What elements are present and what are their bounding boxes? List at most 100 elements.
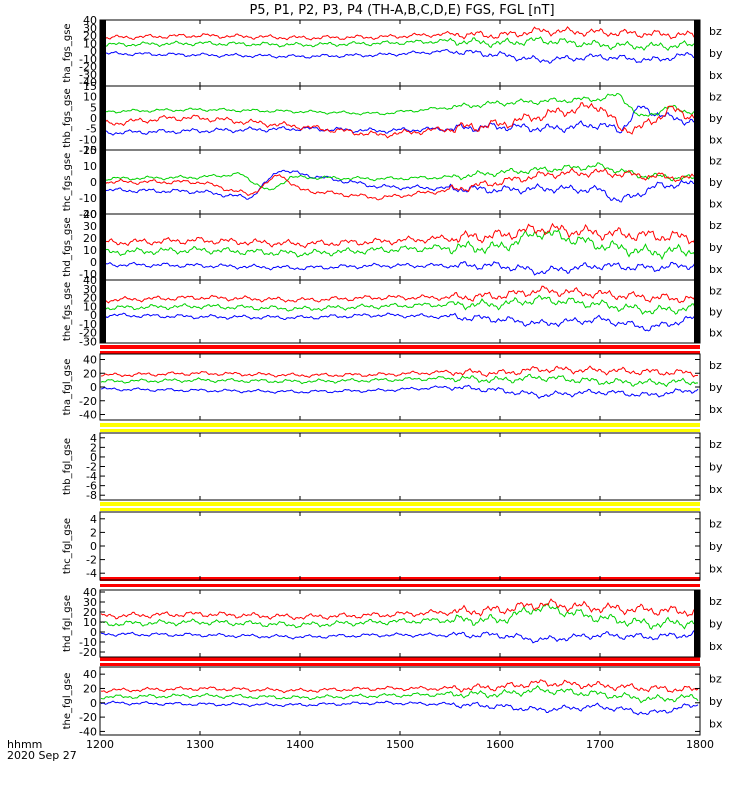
legend-bz: bz <box>709 91 722 104</box>
y-tick-label: 0 <box>90 381 97 394</box>
series-bz-line <box>100 26 699 41</box>
panel-frame <box>99 666 701 736</box>
y-tick-label: -10 <box>79 318 97 331</box>
panel-frame <box>99 19 701 87</box>
legend-by: by <box>709 618 723 631</box>
y-tick-label: 10 <box>83 91 97 104</box>
y-tick-label: 40 <box>83 354 97 367</box>
status-bar-yellow <box>100 429 700 432</box>
plot-title: P5, P1, P2, P3, P4 (TH-A,B,C,D,E) FGS, F… <box>249 3 554 18</box>
legend-bz: bz <box>709 285 722 298</box>
panel-frame <box>99 432 701 501</box>
y-tick-label: 0 <box>90 540 97 553</box>
legend-by: by <box>709 540 723 553</box>
legend-by: by <box>709 176 723 189</box>
y-tick-label: -8 <box>86 489 97 502</box>
y-tick-label: 0 <box>90 451 97 464</box>
y-tick-label: 4 <box>90 513 97 526</box>
y-tick-label: -40 <box>79 725 97 738</box>
legend-bx: bx <box>709 563 723 576</box>
y-axis-label: thd_fgs_gse <box>62 217 73 276</box>
y-tick-label: 30 <box>83 22 97 35</box>
y-tick-label: -10 <box>79 268 97 281</box>
series-by-line <box>100 602 699 630</box>
legend-bz: bz <box>709 517 722 530</box>
y-tick-label: 0 <box>90 626 97 639</box>
y-tick-label: 20 <box>83 30 97 43</box>
panel-thc_fgl_gse: 420-2-4 thc_fgl_gse bz by bx <box>62 511 723 581</box>
y-tick-label: 0 <box>90 256 97 269</box>
status-bar-red <box>100 345 700 349</box>
y-tick-label: 40 <box>83 586 97 599</box>
legend-bz: bz <box>709 25 722 38</box>
series-bz-line <box>100 365 699 378</box>
y-tick-label: 40 <box>83 208 97 221</box>
series-bx-line <box>100 169 699 203</box>
data-gap-bar <box>100 280 106 343</box>
y-tick-label: 2 <box>90 441 97 454</box>
y-tick-label: 10 <box>83 300 97 313</box>
status-bar-red <box>100 657 700 661</box>
y-axis-label: thb_fgs_gse <box>62 88 73 147</box>
panel-frame <box>99 353 701 421</box>
y-tick-label: 20 <box>83 606 97 619</box>
y-tick-label: 40 <box>83 274 97 287</box>
status-bar-red <box>100 584 700 587</box>
x-tick-label: 1300 <box>186 738 214 751</box>
panel-frame <box>99 511 701 581</box>
series-by-line <box>101 92 699 117</box>
y-tick-label: -20 <box>79 61 97 74</box>
y-tick-label: -4 <box>86 567 97 580</box>
panel-thb_fgl_gse: 420-2-4-6-8 thb_fgl_gse bz by bx <box>62 432 723 502</box>
y-tick-label: 30 <box>83 596 97 609</box>
y-axis-label: thd_fgl_gse <box>62 595 73 652</box>
series-by-line <box>100 294 699 315</box>
y-tick-label: 20 <box>83 367 97 380</box>
legend-bz: bz <box>709 595 722 608</box>
series-by-line <box>100 229 699 261</box>
y-tick-label: -20 <box>79 208 97 221</box>
y-tick-label: 0 <box>90 697 97 710</box>
y-tick-label: 20 <box>83 144 97 157</box>
status-bar-red <box>100 663 700 666</box>
x-axis-label-hhmm: hhmm <box>7 738 42 751</box>
data-gap-bar <box>694 20 700 86</box>
y-tick-label: 5 <box>90 101 97 114</box>
y-tick-label: -10 <box>79 192 97 205</box>
legend-bz: bz <box>709 672 722 685</box>
series-bx-line <box>100 312 699 332</box>
legend-by: by <box>709 241 723 254</box>
y-tick-label: 0 <box>90 176 97 189</box>
series-by-line <box>100 162 699 191</box>
y-axis-label: thb_fgl_gse <box>62 438 73 495</box>
series-bx-line <box>100 630 699 644</box>
x-tick-label: 1700 <box>586 738 614 751</box>
y-tick-label: -15 <box>79 144 97 157</box>
status-bar-yellow <box>100 508 700 511</box>
legend-bz: bz <box>709 359 722 372</box>
series-bx-line <box>100 700 699 716</box>
panel-frame <box>99 149 701 215</box>
series-bz-line <box>100 679 699 694</box>
data-gap-bar <box>694 280 700 343</box>
series-bz-line <box>100 598 699 621</box>
y-tick-label: 4 <box>90 432 97 445</box>
y-tick-label: -20 <box>79 395 97 408</box>
x-axis-date-label: 2020 Sep 27 <box>7 749 77 762</box>
y-tick-label: 0 <box>90 112 97 125</box>
legend-bx: bx <box>709 263 723 276</box>
legend-bx: bx <box>709 403 723 416</box>
legend-bx: bx <box>709 133 723 146</box>
legend-bx: bx <box>709 327 723 340</box>
panel-frame <box>99 279 701 344</box>
x-tick-label: 1200 <box>86 738 114 751</box>
x-tick-label: 1800 <box>686 738 714 751</box>
y-tick-label: -20 <box>79 711 97 724</box>
y-tick-label: 40 <box>83 14 97 27</box>
